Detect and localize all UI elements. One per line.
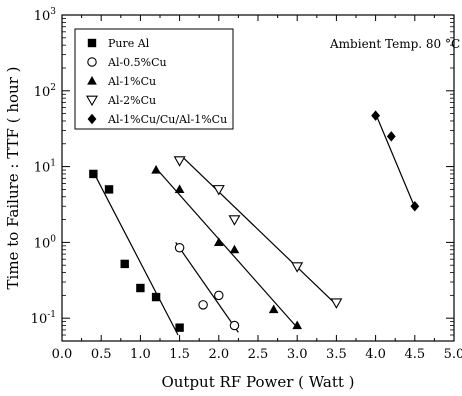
x-tick-label: 0.5: [91, 347, 112, 362]
point-al-2-cu: [291, 262, 304, 273]
point-al-1-cu: [268, 304, 279, 314]
point-al-2-cu: [228, 215, 241, 226]
y-tick-label: 103: [34, 7, 57, 24]
point-pure-al: [136, 283, 145, 293]
x-tick-label: 3.5: [326, 347, 347, 362]
point-pure-al: [120, 259, 129, 269]
point-al-1-cu: [292, 320, 303, 330]
point-al-0-5-cu: [214, 290, 224, 301]
fit-line-al-2-cu: [183, 157, 337, 306]
point-pure-al: [151, 292, 161, 302]
legend-marker-al-1-cu: [87, 75, 97, 85]
y-axis-title: Time to Failure : TTF ( hour ): [4, 67, 22, 290]
legend-marker-al-0-5-cu: [87, 57, 97, 67]
point-al-0-5-cu: [174, 242, 185, 253]
legend-label-al-2-cu: Al-2%Cu: [107, 94, 156, 107]
x-tick-label: 2.0: [208, 347, 229, 362]
point-al-0-5-cu: [229, 320, 240, 331]
point-al-1-cu-cu-al-1-cu: [371, 110, 381, 121]
legend-marker-pure-al: [87, 38, 97, 48]
x-tick-label: 1.5: [169, 347, 190, 362]
data-points: [89, 110, 420, 332]
x-axis-title: Output RF Power ( Watt ): [161, 373, 354, 391]
point-pure-al: [104, 185, 114, 194]
point-al-1-cu-cu-al-1-cu: [410, 200, 420, 212]
legend-label-al-1-cu-cu-al-1-cu: Al-1%Cu/Cu/Al-1%Cu: [107, 113, 227, 126]
fit-lines: [92, 113, 416, 336]
point-al-2-cu: [173, 156, 186, 167]
point-al-1-cu: [174, 184, 185, 193]
point-al-0-5-cu: [198, 300, 208, 310]
legend-box: [74, 28, 234, 130]
legend-label-al-1-cu: Al-1%Cu: [107, 75, 156, 88]
point-al-1-cu: [151, 165, 161, 174]
legend-marker-al-2-cu: [86, 95, 98, 107]
legend: Pure Al Al-0.5%Cu Al-1%Cu Al-2%Cu Al-1%Cu/Cu…: [74, 28, 234, 130]
x-tick-label: 1.0: [130, 347, 151, 362]
ambient-temp-annotation: Ambient Temp. 80 °C: [329, 37, 460, 51]
legend-label-al-0-5-cu: Al-0.5%Cu: [107, 56, 167, 69]
x-tick-label: 4.5: [404, 347, 425, 362]
y-tick-label: 100: [34, 234, 57, 251]
legend-label-pure-al: Pure Al: [108, 37, 150, 50]
point-al-1-cu: [213, 237, 224, 246]
x-tick-label: 3.0: [287, 347, 308, 362]
y-tick-label: 102: [34, 83, 56, 100]
x-tick-label: 0.0: [52, 347, 73, 362]
x-tick-label: 4.0: [365, 347, 386, 362]
point-al-2-cu: [330, 298, 343, 309]
y-tick-label: 10-1: [31, 310, 56, 327]
point-pure-al: [89, 169, 98, 179]
point-al-1-cu-cu-al-1-cu: [386, 131, 396, 142]
point-al-1-cu: [229, 244, 240, 254]
point-pure-al: [175, 323, 184, 332]
fit-line-al-1-cu-cu-al-1-cu: [375, 113, 416, 208]
fit-line-al-1-cu: [155, 167, 298, 329]
legend-marker-al-1-cu-cu-al-1-cu: [87, 113, 97, 125]
x-tick-label: 2.5: [248, 347, 269, 362]
fit-line-al-0-5-cu: [175, 242, 239, 333]
axis-ticks: 0.0 0.5 1.0 1.5 2.0 2.5 3.0 3.5 4.0 4.5 5.0 10-1 100…: [31, 7, 462, 362]
y-tick-label: 101: [34, 159, 56, 176]
point-al-2-cu: [212, 185, 225, 196]
fit-line-pure-al: [92, 171, 179, 336]
x-tick-label: 5.0: [444, 347, 462, 362]
